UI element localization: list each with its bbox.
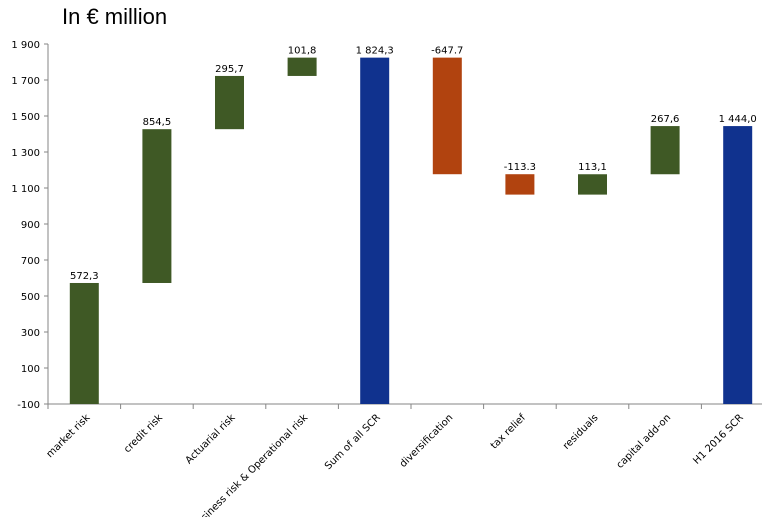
bar-negative xyxy=(432,57,462,175)
y-tick-label: 300 xyxy=(21,328,40,339)
category-label: diversification xyxy=(398,412,456,470)
data-label: 1 824,3 xyxy=(356,46,394,57)
category-label: capital add-on xyxy=(615,412,674,471)
category-label: residuals xyxy=(561,412,600,451)
category-label: H1 2016 SCR xyxy=(691,412,745,466)
y-tick-label: 1 900 xyxy=(11,40,40,51)
bar-total xyxy=(723,126,753,404)
data-label: 267,6 xyxy=(651,114,680,125)
bar-positive xyxy=(215,75,244,130)
category-label: Business risk & Operational risk xyxy=(190,412,310,517)
data-label: 572,3 xyxy=(70,271,99,282)
bar-positive xyxy=(142,129,172,283)
bar-positive xyxy=(69,282,99,404)
bar-positive xyxy=(650,126,680,175)
data-label: 101,8 xyxy=(288,46,317,57)
y-tick-label: 100 xyxy=(21,364,40,375)
y-tick-label: 1 500 xyxy=(11,112,40,123)
category-label: Actuarial risk xyxy=(184,412,238,466)
y-tick-label: 900 xyxy=(21,220,40,231)
bar-total xyxy=(360,57,390,404)
data-label: -647.7 xyxy=(431,46,463,57)
data-label: 854,5 xyxy=(143,117,172,128)
y-tick-label: 1 700 xyxy=(11,76,40,87)
category-label: market risk xyxy=(45,412,93,460)
y-tick-label: 500 xyxy=(21,292,40,303)
data-label: 113,1 xyxy=(578,162,607,173)
bar-positive xyxy=(578,174,607,195)
category-label: tax relief xyxy=(489,412,529,452)
bar-positive xyxy=(287,57,317,76)
y-tick-label: 1 300 xyxy=(11,148,40,159)
data-label: 1 444,0 xyxy=(719,114,757,125)
chart-title: In € million xyxy=(62,4,168,29)
data-label: -113.3 xyxy=(504,162,536,173)
category-label: Sum of all SCR xyxy=(323,412,383,472)
y-tick-label: 1 100 xyxy=(11,184,40,195)
category-label: credit risk xyxy=(122,412,165,455)
y-tick-label: -100 xyxy=(17,400,40,411)
bar-negative xyxy=(505,174,535,195)
y-tick-label: 700 xyxy=(21,256,40,267)
data-label: 295,7 xyxy=(215,64,244,75)
